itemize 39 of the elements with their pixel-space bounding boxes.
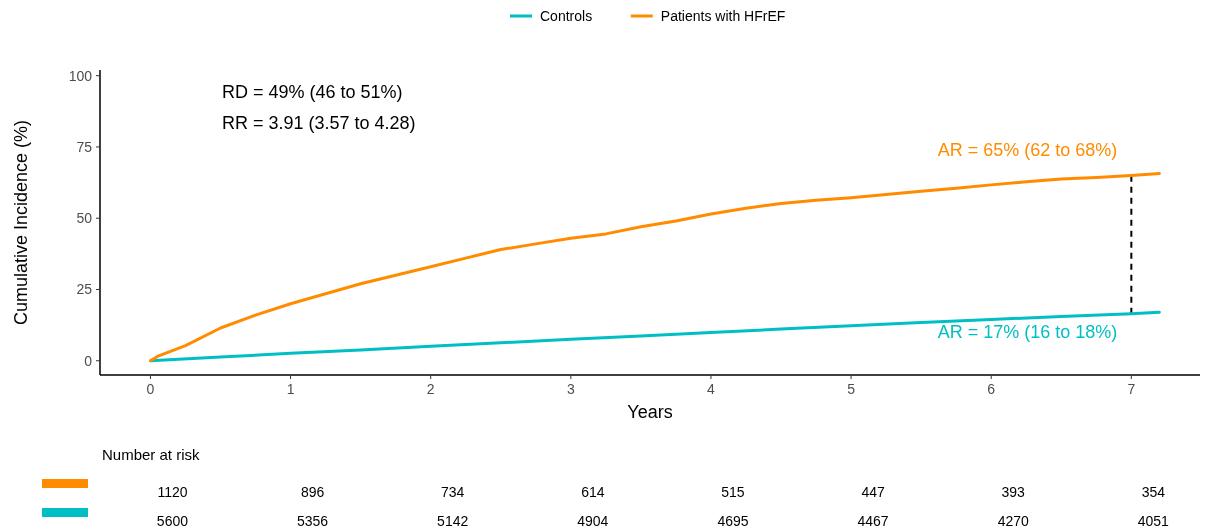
text: 4904 xyxy=(577,513,609,529)
text: 614 xyxy=(581,484,605,500)
y-tick-label: 50 xyxy=(76,210,93,227)
annotation: RD = 49% (46 to 51%) xyxy=(222,82,403,102)
x-tick-label: 6 xyxy=(987,381,996,397)
x-tick-label: 7 xyxy=(1127,381,1136,397)
text: 447 xyxy=(861,484,885,500)
text: 4051 xyxy=(1137,513,1170,529)
x-tick-label: 3 xyxy=(566,381,575,397)
x-tick-label: 0 xyxy=(146,381,155,397)
text: 354 xyxy=(1141,484,1166,500)
text: 4695 xyxy=(717,513,749,529)
text: 1120 xyxy=(157,484,188,500)
legend-label: Patients with HFrEF xyxy=(660,8,786,24)
text: 515 xyxy=(721,484,745,500)
annotation: AR = 17% (16 to 18%) xyxy=(937,322,1118,343)
y-axis-title: Cumulative Incidence (%) xyxy=(11,119,31,326)
x-tick-label: 1 xyxy=(286,381,295,397)
y-tick-label: 100 xyxy=(68,67,93,84)
annotation: RR = 3.91 (3.57 to 4.28) xyxy=(222,113,416,133)
text: 5600 xyxy=(156,513,189,529)
text: 734 xyxy=(441,484,465,500)
text: 4467 xyxy=(857,513,889,529)
x-tick-label: 4 xyxy=(707,381,716,397)
x-tick-label: 5 xyxy=(847,381,856,397)
text: 5356 xyxy=(297,513,329,529)
text: 393 xyxy=(1001,484,1026,500)
y-tick-label: 25 xyxy=(76,281,93,298)
legend-label: Controls xyxy=(540,8,593,24)
x-axis-title: Years xyxy=(627,402,673,422)
line-series xyxy=(148,171,1161,363)
text: 4270 xyxy=(997,513,1029,529)
y-tick-label: 0 xyxy=(84,352,93,369)
x-tick-label: 2 xyxy=(426,381,435,397)
text: 5142 xyxy=(437,513,469,529)
y-tick-label: 75 xyxy=(76,138,93,155)
text: 896 xyxy=(300,484,325,500)
text: Number at risk xyxy=(102,446,201,463)
annotation: AR = 65% (62 to 68%) xyxy=(937,140,1118,161)
